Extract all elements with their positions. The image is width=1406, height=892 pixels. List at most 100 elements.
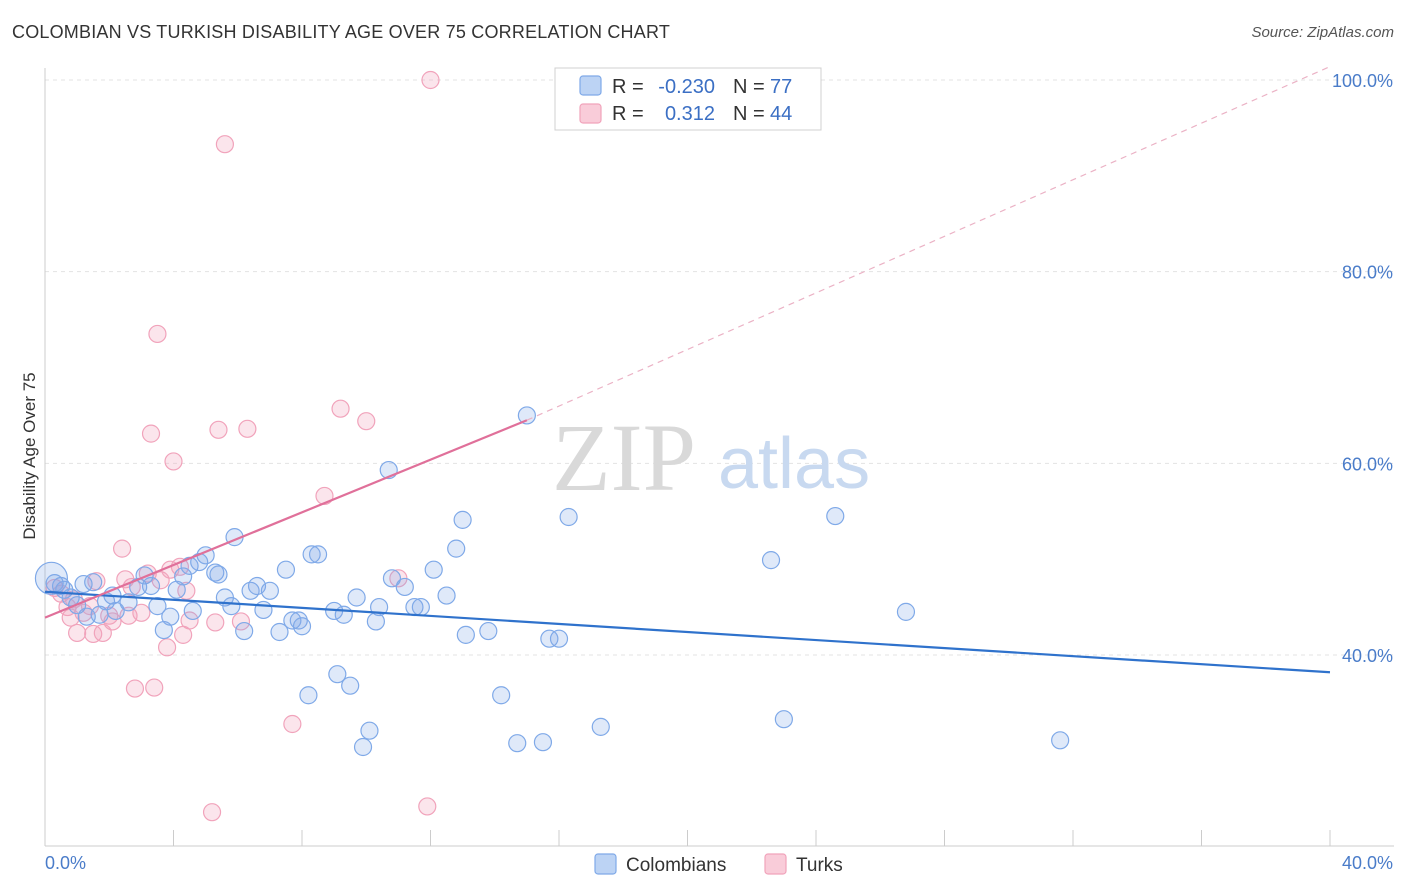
- turks-point: [215, 135, 234, 154]
- colombians-point: [761, 551, 781, 570]
- turks-point: [202, 803, 222, 822]
- colombians-points: [34, 406, 1070, 757]
- colombians-point: [302, 545, 321, 564]
- turks-point: [145, 678, 164, 697]
- colombians-point: [540, 629, 559, 648]
- colombians-point: [34, 561, 69, 595]
- colombians-point: [591, 717, 610, 736]
- colombians-point: [235, 621, 254, 641]
- turks-point: [209, 420, 228, 439]
- y-tick-label: 60.0%: [1342, 454, 1393, 474]
- x-tick-label: 40.0%: [1342, 853, 1393, 873]
- colombians-point: [276, 560, 296, 579]
- turks-trend-line: [44, 419, 528, 619]
- turks-point: [132, 603, 151, 622]
- colombians-point: [447, 539, 466, 558]
- legend-r-value-turks: 0.312: [665, 103, 715, 125]
- x-tick-labels: 0.0% 40.0%: [45, 853, 1393, 873]
- chart-title: COLOMBIAN VS TURKISH DISABILITY AGE OVER…: [12, 22, 671, 42]
- colombians-point: [283, 611, 302, 630]
- x-tick-label: 0.0%: [45, 853, 86, 873]
- colombians-point: [826, 506, 845, 526]
- colombians-point: [353, 737, 373, 757]
- y-tick-label: 40.0%: [1342, 646, 1393, 666]
- turks-point: [418, 797, 437, 816]
- colombians-point: [508, 734, 527, 753]
- turks-point: [331, 399, 350, 418]
- colombians-point: [395, 577, 414, 597]
- watermark: ZIP atlas: [552, 404, 870, 511]
- colombians-point: [559, 507, 578, 527]
- legend-r-value-colombians: -0.230: [658, 76, 715, 98]
- x-ticks: [44, 830, 1331, 846]
- turks-point: [206, 613, 225, 632]
- axes: [44, 68, 1394, 847]
- turks-point: [141, 424, 161, 443]
- turks-point: [231, 612, 251, 631]
- watermark-zip: ZIP: [552, 404, 696, 511]
- colombians-trend-line: [44, 590, 1331, 674]
- colombians-point: [549, 629, 569, 648]
- bottom-legend-colombians: Colombians: [626, 855, 726, 876]
- turks-point: [125, 679, 145, 698]
- turks-point: [177, 581, 196, 600]
- colombians-point: [334, 605, 353, 624]
- colombians-point: [183, 601, 202, 621]
- turks-point: [238, 419, 257, 438]
- colombians-point: [341, 676, 360, 695]
- colombians-point: [292, 617, 312, 636]
- colombians-point: [161, 607, 180, 626]
- colombians-point: [141, 576, 161, 596]
- colombians-point: [517, 406, 536, 425]
- colombians-point: [77, 607, 96, 626]
- legend-n-label-colombians: N =: [733, 76, 765, 98]
- colombians-point: [308, 545, 328, 564]
- legend-r-label-colombians: R =: [612, 76, 644, 98]
- turks-points: [45, 70, 440, 822]
- colombians-point: [148, 597, 167, 616]
- legend-swatch-colombians: [579, 75, 602, 96]
- colombians-point: [174, 567, 193, 586]
- series-legend: Colombians Turks: [594, 853, 843, 876]
- colombians-point: [206, 563, 225, 582]
- colombians-point: [453, 510, 472, 529]
- colombians-point: [106, 601, 125, 621]
- stats-legend: R = -0.230 N = 77 R = 0.312 N = 44: [554, 67, 822, 131]
- source-label: Source: ZipAtlas.com: [1251, 24, 1394, 41]
- colombians-point: [328, 665, 347, 684]
- turks-point: [315, 486, 334, 506]
- legend-n-value-turks: 44: [770, 103, 792, 125]
- colombians-point: [209, 565, 228, 584]
- colombians-point: [382, 569, 402, 588]
- colombians-point: [1051, 731, 1070, 750]
- colombians-point: [774, 710, 793, 729]
- colombians-point: [289, 611, 308, 630]
- y-axis-label: Disability Age Over 75: [20, 372, 39, 539]
- y-tick-labels: 40.0% 60.0% 80.0% 100.0%: [1332, 71, 1393, 666]
- colombians-point: [84, 573, 103, 592]
- colombians-point: [299, 686, 318, 705]
- turks-point: [357, 412, 376, 431]
- colombians-point: [456, 625, 475, 644]
- turks-point: [283, 714, 302, 734]
- colombians-point: [222, 597, 241, 616]
- turks-point: [157, 638, 177, 657]
- colombians-point: [360, 721, 379, 740]
- colombians-point: [533, 733, 553, 752]
- bottom-legend-swatch-colombians: [594, 853, 617, 875]
- watermark-atlas: atlas: [718, 424, 870, 504]
- turks-trend-extension: [526, 66, 1331, 421]
- turks-point: [112, 539, 132, 558]
- colombians-point: [260, 581, 279, 600]
- turks-point: [68, 623, 87, 643]
- legend-r-label-turks: R =: [612, 103, 644, 125]
- colombians-point: [270, 622, 289, 642]
- bottom-legend-swatch-turks: [764, 853, 787, 875]
- bottom-legend-turks: Turks: [796, 855, 843, 876]
- colombians-point: [896, 602, 916, 621]
- trend-lines: [44, 66, 1331, 674]
- turks-point: [180, 611, 199, 630]
- colombians-point: [411, 597, 430, 617]
- turks-point: [421, 70, 440, 90]
